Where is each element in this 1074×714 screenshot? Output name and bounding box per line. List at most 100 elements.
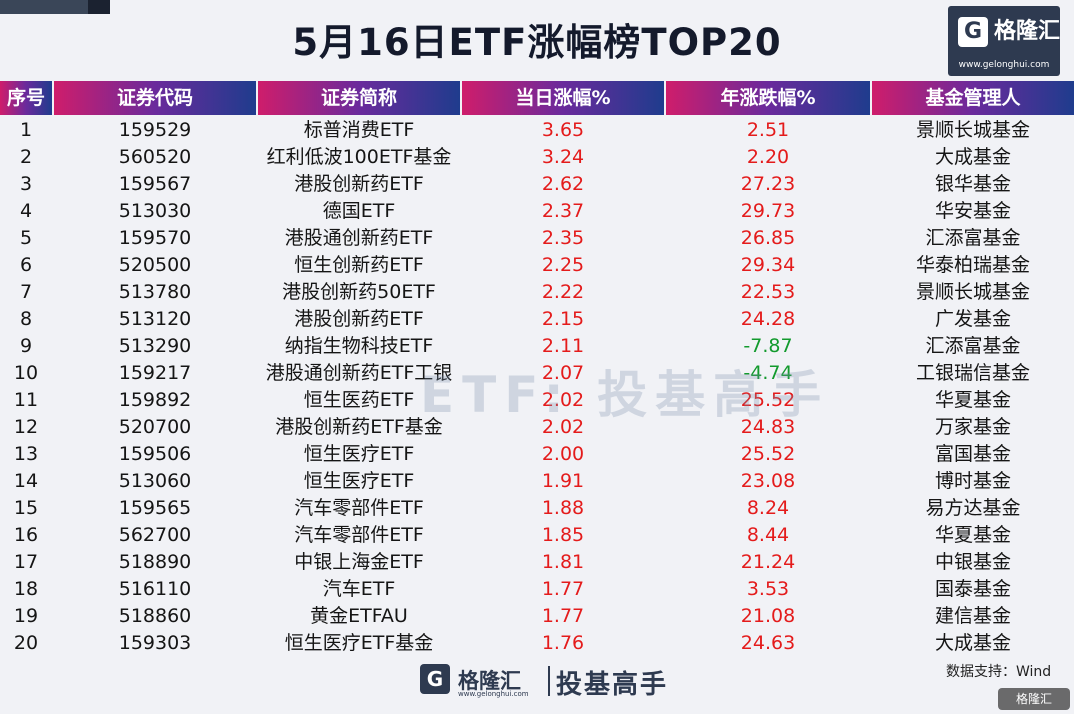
cell-year-change: 22.53 [740,281,796,303]
data-source: 数据支持：Wind [946,664,1052,680]
cell-rank: 18 [13,578,39,600]
cell-year-change: -4.74 [743,362,793,384]
table-row: 1 159529 标普消费ETF 3.65 2.51 景顺长城基金 [0,117,1074,144]
cell-code: 513060 [118,470,192,492]
cell-manager: 中银基金 [934,551,1011,573]
cell-year-change: 29.73 [740,200,796,222]
cell-year-change: 8.44 [746,524,790,546]
cell-code: 562700 [118,524,192,546]
table-row: 13 159506 恒生医疗ETF 2.00 25.52 富国基金 [0,441,1074,468]
cell-code: 560520 [118,146,192,168]
cell-day-change: 2.37 [541,200,585,222]
table-row: 14 513060 恒生医疗ETF 1.91 23.08 博时基金 [0,468,1074,495]
cell-rank: 16 [13,524,39,546]
footer-logo[interactable]: G 格隆汇 www.gelonghui.com [420,664,542,698]
cell-day-change: 2.15 [541,308,585,330]
table-row: 3 159567 港股创新药ETF 2.62 27.23 银华基金 [0,171,1074,198]
table-row: 5 159570 港股通创新药ETF 2.35 26.85 汇添富基金 [0,225,1074,252]
cell-code: 513120 [118,308,192,330]
cell-code: 159570 [118,227,192,249]
footer-divider [548,666,550,696]
table-row: 15 159565 汽车零部件ETF 1.88 8.24 易方达基金 [0,495,1074,522]
corner-block [0,0,110,14]
cell-name: 港股通创新药ETF工银 [265,362,453,384]
cell-rank: 5 [19,227,33,249]
cell-rank: 19 [13,605,39,627]
cell-name: 港股通创新药ETF [284,227,434,249]
cell-code: 518890 [118,551,192,573]
cell-rank: 3 [19,173,33,195]
cell-rank: 8 [19,308,33,330]
col-header-name: 证券简称 [258,81,460,115]
table-row: 10 159217 港股通创新药ETF工银 2.07 -4.74 工银瑞信基金 [0,360,1074,387]
cell-manager: 易方达基金 [925,497,1021,519]
cell-day-change: 1.85 [541,524,585,546]
cell-name: 恒生医疗ETF [303,443,415,465]
cell-manager: 建信基金 [934,605,1011,627]
page-title: 5月16日ETF涨幅榜TOP20 [292,21,782,64]
cell-rank: 13 [13,443,39,465]
cell-name: 港股创新药50ETF [282,281,436,303]
gelonghui-logo[interactable]: G 格隆汇 www.gelonghui.com [948,6,1060,76]
cell-rank: 17 [13,551,39,573]
cell-name: 恒生医疗ETF [303,470,415,492]
corner-bar [88,0,110,14]
cell-year-change: 24.28 [740,308,796,330]
cell-code: 159567 [118,173,192,195]
cell-name: 恒生医药ETF [303,389,415,411]
cell-year-change: 23.08 [740,470,796,492]
cell-rank: 4 [19,200,33,222]
cell-rank: 6 [19,254,33,276]
logo-icon: G [958,17,988,47]
cell-rank: 9 [19,335,33,357]
cell-code: 159529 [118,119,192,141]
table-row: 18 516110 汽车ETF 1.77 3.53 国泰基金 [0,576,1074,603]
cell-manager: 华安基金 [934,200,1011,222]
cell-manager: 工银瑞信基金 [915,362,1030,384]
cell-name: 港股创新药ETF [294,308,424,330]
col-header-day-change: 当日涨幅% [462,81,664,115]
cell-name: 汽车零部件ETF [294,497,424,519]
cell-manager: 汇添富基金 [925,335,1021,357]
cell-name: 标普消费ETF [303,119,415,141]
cell-rank: 10 [13,362,39,384]
table-header: 序号 证券代码 证券简称 当日涨幅% 年涨跌幅% 基金管理人 [0,81,1074,115]
table-row: 20 159303 恒生医疗ETF基金 1.76 24.63 大成基金 [0,630,1074,657]
cell-day-change: 2.07 [541,362,585,384]
cell-year-change: 26.85 [740,227,796,249]
cell-day-change: 1.91 [541,470,585,492]
cell-code: 159506 [118,443,192,465]
cell-day-change: 2.11 [541,335,585,357]
cell-manager: 广发基金 [934,308,1011,330]
table-row: 16 562700 汽车零部件ETF 1.85 8.44 华夏基金 [0,522,1074,549]
cell-code: 159565 [118,497,192,519]
cell-name: 德国ETF [322,200,396,222]
table-row: 19 518860 黄金ETFAU 1.77 21.08 建信基金 [0,603,1074,630]
logo-name: 格隆汇 [994,19,1061,44]
cell-code: 518860 [118,605,192,627]
col-header-rank: 序号 [0,81,52,115]
cell-manager: 景顺长城基金 [915,119,1030,141]
footer-logo-icon: G [420,664,450,694]
cell-rank: 1 [19,119,33,141]
col-header-year-change: 年涨跌幅% [666,81,870,115]
cell-year-change: 24.63 [740,632,796,654]
cell-day-change: 1.77 [541,578,585,600]
cell-code: 159892 [118,389,192,411]
cell-name: 纳指生物科技ETF [284,335,434,357]
logo-url: www.gelonghui.com [958,60,1050,70]
cell-day-change: 2.02 [541,416,585,438]
cell-manager: 汇添富基金 [925,227,1021,249]
cell-rank: 7 [19,281,33,303]
cell-rank: 11 [13,389,39,411]
cell-year-change: 2.51 [746,119,790,141]
cell-name: 红利低波100ETF基金 [266,146,452,168]
cell-manager: 银华基金 [934,173,1011,195]
cell-day-change: 3.24 [541,146,585,168]
cell-manager: 大成基金 [934,146,1011,168]
cell-year-change: 3.53 [746,578,790,600]
cell-year-change: 25.52 [740,389,796,411]
cell-manager: 华夏基金 [934,389,1011,411]
cell-rank: 20 [13,632,39,654]
cell-code: 520500 [118,254,192,276]
